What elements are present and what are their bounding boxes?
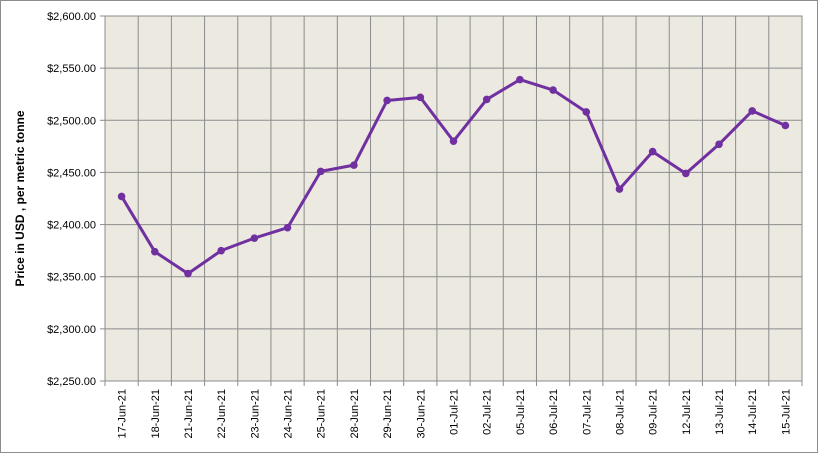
data-point: [482, 95, 491, 104]
grid-lines: [100, 15, 803, 386]
y-tick-label: $2,400.00: [47, 220, 96, 232]
x-tick-label: 12-Jul-21: [681, 389, 693, 435]
x-tick-label: 08-Jul-21: [614, 389, 626, 435]
x-tick-label: 30-Jun-21: [415, 389, 427, 439]
x-tick-label: 07-Jul-21: [581, 389, 593, 435]
x-tick-label: 06-Jul-21: [548, 389, 560, 435]
x-tick-label: 02-Jul-21: [482, 389, 494, 435]
data-point: [150, 247, 159, 256]
data-point: [283, 223, 292, 232]
x-tick-label: 23-Jun-21: [249, 389, 261, 439]
data-point: [648, 147, 657, 156]
x-tick-label: 14-Jul-21: [747, 389, 759, 435]
data-point: [449, 137, 458, 145]
x-tick-label: 09-Jul-21: [648, 389, 660, 435]
x-tick-label: 29-Jun-21: [382, 389, 394, 439]
y-tick-label: $2,250.00: [47, 376, 96, 388]
y-tick-label: $2,500.00: [47, 115, 96, 127]
data-point: [516, 75, 524, 84]
y-tick-label: $2,350.00: [47, 272, 96, 284]
y-axis-ticks: $2,250.00 $2,300.00 $2,350.00 $2,400.00 $2,4…: [47, 11, 96, 388]
x-tick-label: 05-Jul-21: [515, 389, 527, 435]
data-point: [217, 246, 225, 255]
data-point: [250, 234, 259, 242]
x-tick-label: 24-Jun-21: [283, 389, 295, 439]
data-point: [350, 161, 358, 169]
data-point: [781, 121, 790, 130]
x-tick-label: 17-Jun-21: [117, 389, 129, 439]
data-point: [682, 169, 690, 178]
y-tick-label: $2,550.00: [47, 63, 96, 75]
data-point: [748, 107, 757, 115]
data-point: [117, 192, 126, 201]
data-point: [316, 167, 325, 176]
data-point: [184, 269, 192, 278]
data-point: [383, 96, 391, 105]
data-point: [615, 185, 624, 193]
series-layer: [117, 75, 790, 278]
x-axis-ticks: 17-Jun-21 18-Jun-21 21-Jun-21 22-Jun-21 23-J…: [117, 389, 793, 439]
y-axis-label: Price in USD , per metric tonne: [13, 110, 27, 286]
data-point: [416, 93, 425, 102]
y-tick-label: $2,300.00: [47, 324, 96, 336]
y-tick-label: $2,450.00: [47, 167, 96, 179]
x-tick-label: 13-Jul-21: [714, 389, 726, 435]
x-tick-label: 22-Jun-21: [216, 389, 228, 439]
data-point: [549, 86, 557, 94]
x-tick-label: 28-Jun-21: [349, 389, 361, 439]
plot-area: [104, 15, 803, 382]
x-tick-label: 18-Jun-21: [150, 389, 162, 439]
x-tick-label: 01-Jul-21: [449, 389, 461, 435]
x-tick-label: 21-Jun-21: [183, 389, 195, 439]
y-tick-label: $2,600.00: [47, 11, 96, 23]
x-tick-label: 15-Jul-21: [780, 389, 792, 435]
data-point: [582, 108, 591, 116]
data-point: [715, 140, 723, 149]
x-tick-label: 25-Jun-21: [316, 389, 328, 439]
